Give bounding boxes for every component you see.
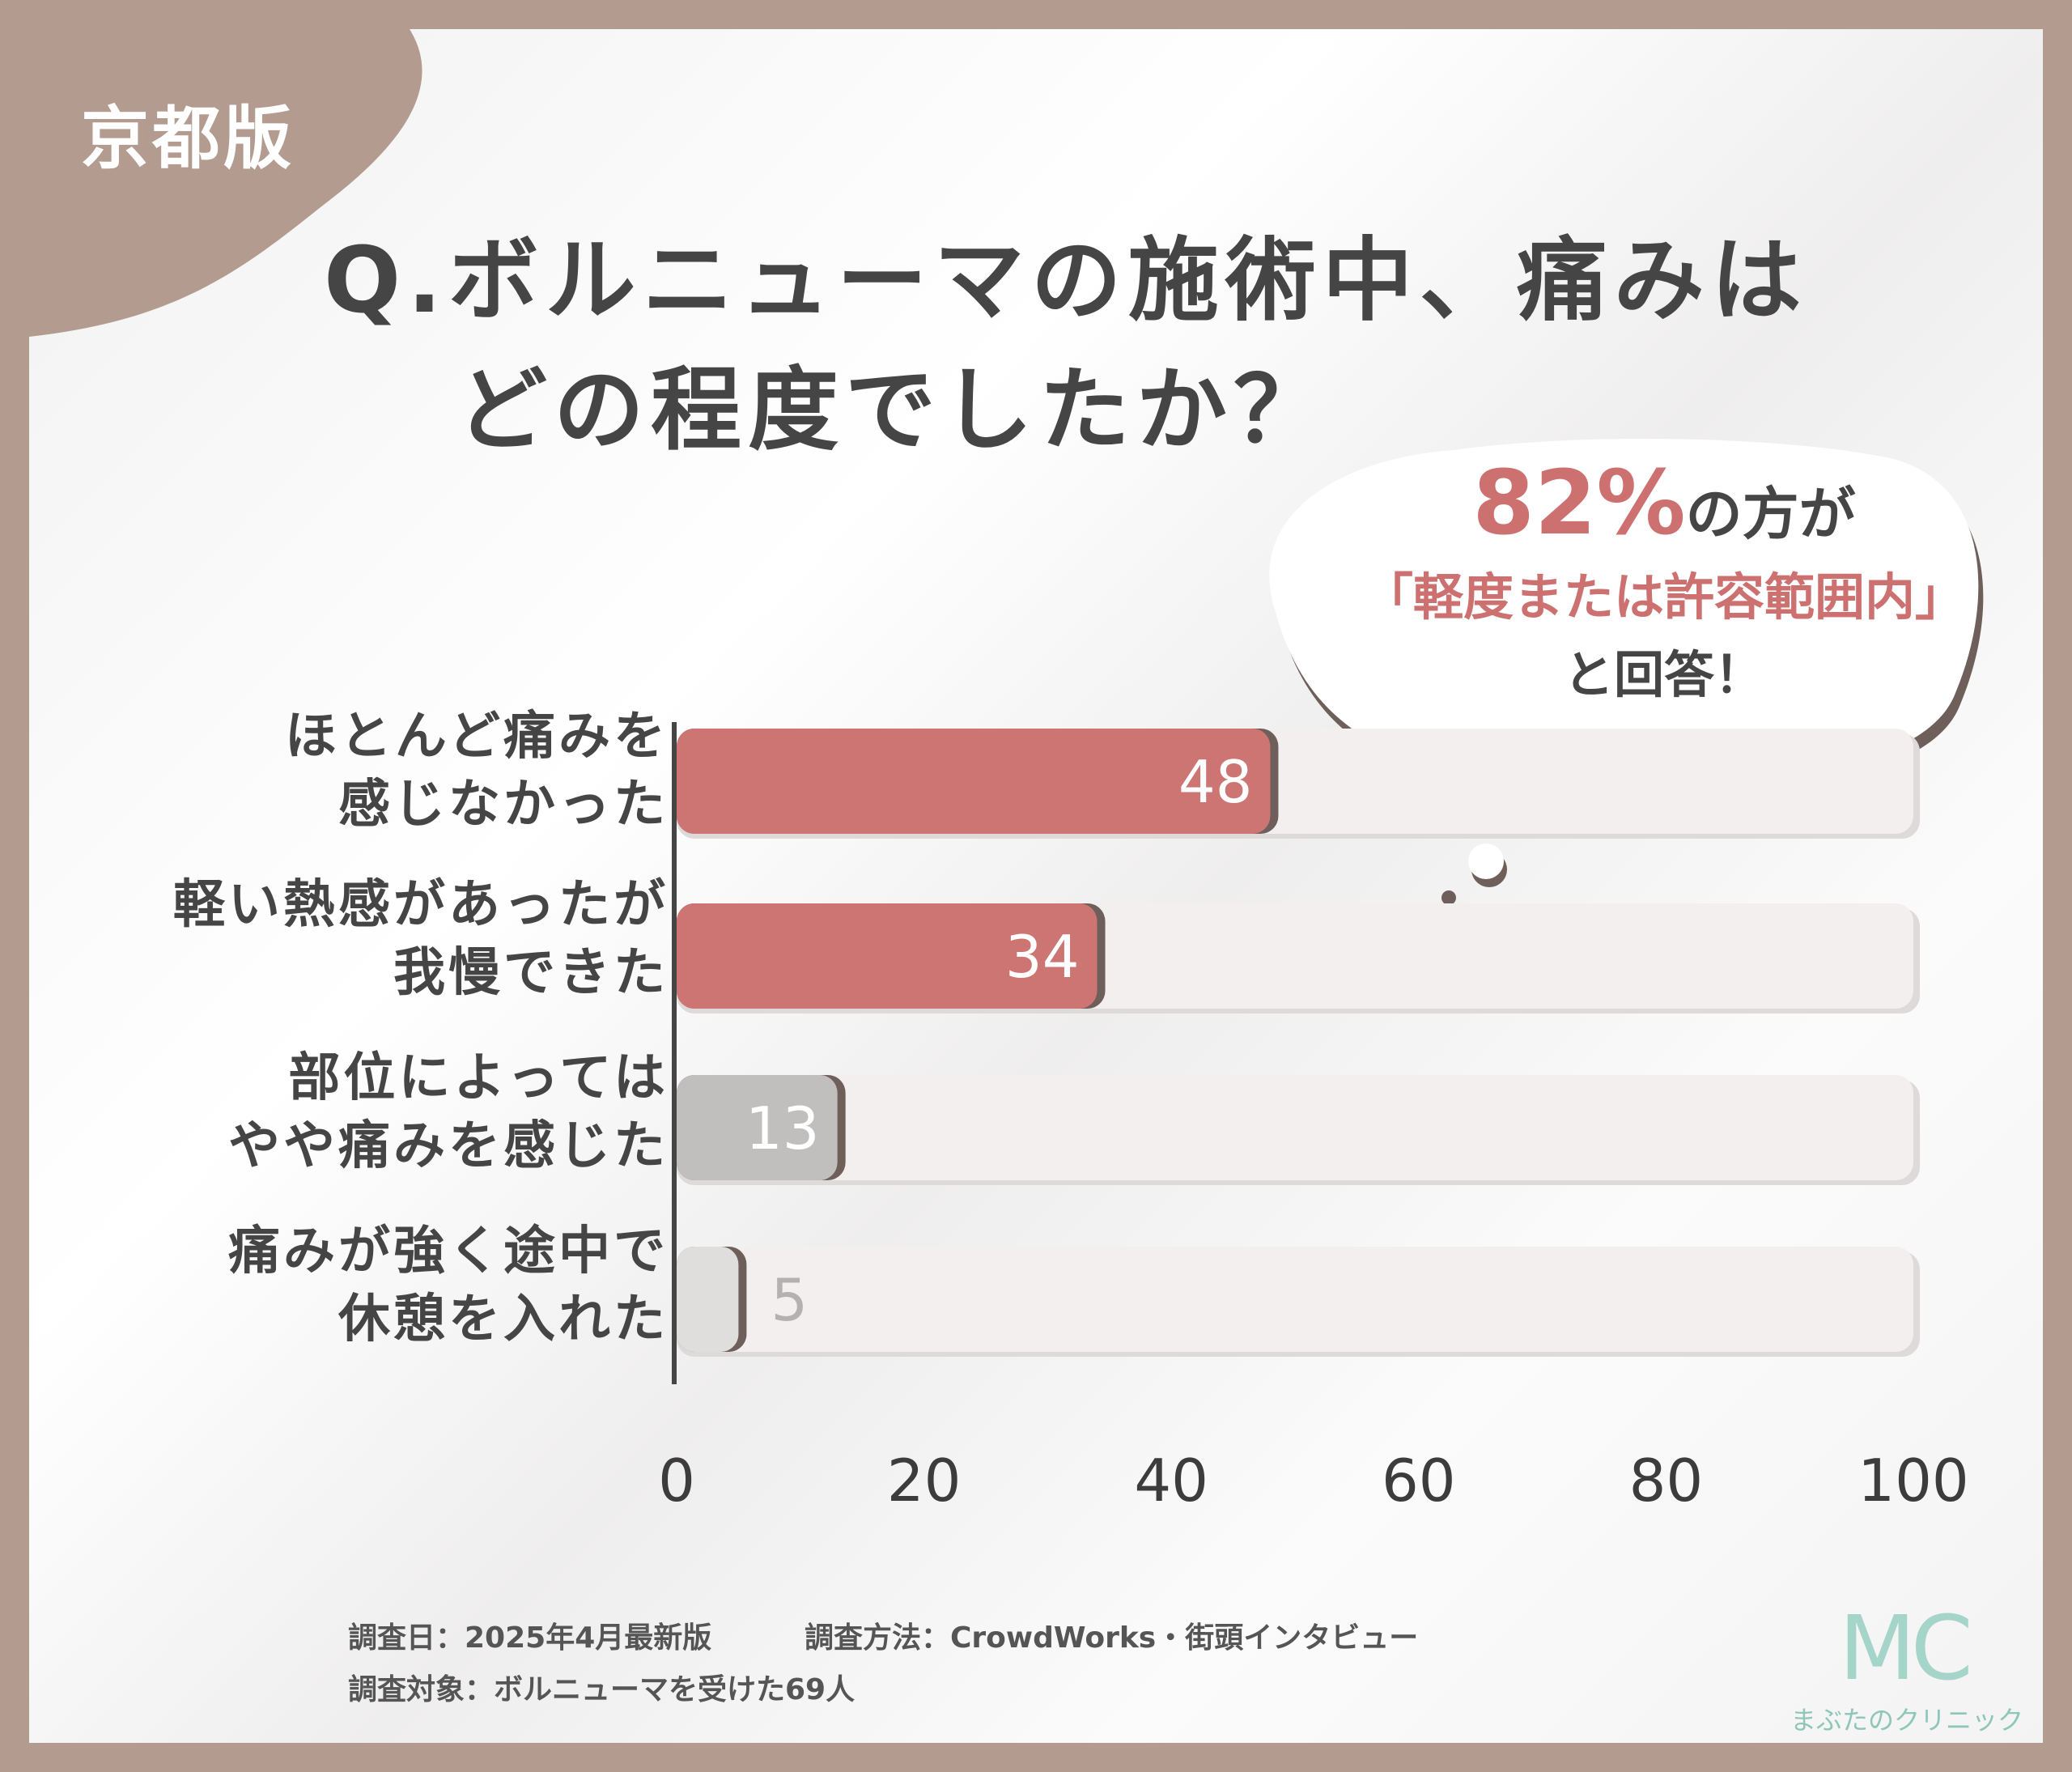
category-label-line: 休憩を入れた: [338, 1290, 669, 1349]
bar-value-label: 34: [1005, 923, 1080, 991]
x-tick-label: 20: [887, 1447, 962, 1515]
callout-line3: と回答！: [1563, 645, 1764, 704]
x-tick-label: 0: [658, 1447, 695, 1515]
region-badge: 京都版: [81, 99, 295, 178]
category-label-line: 痛みが強く途中で: [228, 1222, 669, 1281]
survey-target-note: 調査対象：ボルニューマを受けた69人: [348, 1673, 856, 1706]
category-label: 痛みが強く途中で 休憩を入れた: [228, 1217, 669, 1353]
bar-chart: 48 34 13 5 0 20 40 60 80 100: [658, 439, 1984, 1515]
category-label-line: 軽い熱感があったが: [173, 875, 669, 935]
callout-line2: 「軽度または許容範囲内」: [1362, 567, 1965, 627]
bar-track: [677, 1247, 1913, 1352]
callout-percent: 82%: [1472, 451, 1686, 555]
y-axis-line: [672, 722, 677, 1384]
category-label-line: やや痛みを感じた: [228, 1116, 669, 1176]
clinic-logo-text: まぶたのクリニック: [1790, 1705, 2024, 1736]
survey-method-note: 調査方法：CrowdWorks・街頭インタビュー: [805, 1621, 1419, 1655]
category-label-line: 部位によっては: [288, 1048, 669, 1108]
category-label-line: 我慢できた: [393, 943, 669, 1003]
bar-value-label: 13: [745, 1094, 820, 1162]
x-tick-label: 40: [1134, 1447, 1208, 1515]
bar: [677, 1075, 838, 1180]
bar-value-label: 48: [1178, 748, 1253, 816]
category-label: 軽い熱感があったが 我慢できた: [173, 871, 669, 1007]
clinic-logo-mark: MC: [1839, 1596, 1973, 1700]
callout-text: 82%の方が 「軽度または許容範囲内」 と回答！: [1259, 458, 2043, 714]
bar: [677, 903, 1098, 1009]
bar-value-label: 5: [771, 1266, 808, 1334]
bars-group: 48 34 13 5: [672, 722, 1920, 1384]
x-tick-label: 80: [1629, 1447, 1704, 1515]
bar: [677, 1247, 739, 1352]
category-label-line: 感じなかった: [338, 775, 669, 835]
question-title-line2: どの程度でしたか？: [456, 358, 1331, 463]
category-label-line: ほとんど痛みを: [284, 707, 669, 767]
bar: [677, 729, 1271, 834]
survey-date-note: 調査日：2025年4月最新版: [348, 1621, 712, 1655]
category-label: ほとんど痛みを 感じなかった: [285, 703, 669, 839]
callout-line1: 82%の方が: [1259, 458, 2043, 559]
x-tick-label: 60: [1382, 1447, 1456, 1515]
x-tick-label: 100: [1858, 1447, 1968, 1515]
infographic-card: 京都版 Q.ボルニューマの施術中、痛みは どの程度でしたか？ 48 34 13 5 0…: [29, 29, 2043, 1743]
category-label: 部位によっては やや痛みを感じた: [228, 1044, 669, 1180]
corner-shape: [29, 29, 422, 337]
x-axis-ticks: 0 20 40 60 80 100: [658, 1447, 1969, 1515]
question-title-line1: Q.ボルニューマの施術中、痛みは: [324, 228, 1808, 334]
bar-track: [677, 1075, 1913, 1180]
callout-line1-suffix: の方が: [1685, 481, 1856, 547]
